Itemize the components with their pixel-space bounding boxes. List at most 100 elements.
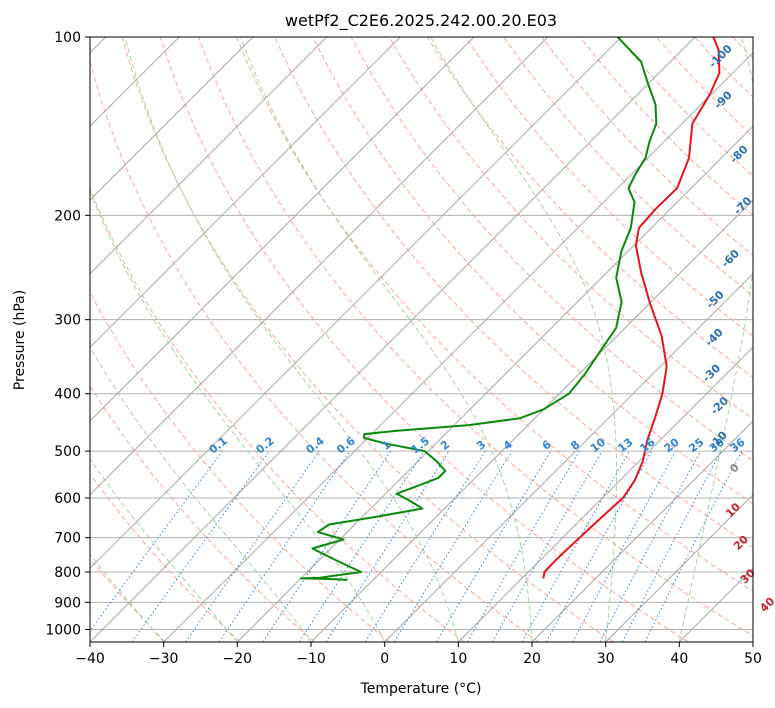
mixing-ratio-label: 10 [588, 435, 608, 455]
dry-adiabat-line [90, 186, 465, 642]
dry-adiabat-line [90, 59, 540, 642]
y-tick-label: 500 [54, 444, 81, 460]
x-tick-label: −30 [149, 651, 179, 667]
dry-adiabat-line [312, 37, 753, 505]
mixing-ratio-line [131, 450, 270, 642]
chart-title: wetPf2_C2E6.2025.242.00.20.E03 [285, 11, 557, 31]
mixing-ratio-label: 25 [686, 436, 706, 456]
x-tick-label: 20 [523, 651, 541, 667]
x-tick-label: −20 [223, 651, 253, 667]
mixing-ratio-label: 0.6 [334, 434, 358, 456]
isotherm-line [752, 641, 753, 642]
mixing-ratio-line [435, 450, 552, 642]
mixing-ratio-line [467, 450, 580, 642]
mixing-ratio-label: 0.1 [207, 434, 230, 456]
wetbulb-contour-label: -50 [704, 288, 727, 311]
y-tick-label: 300 [54, 313, 81, 329]
red-contour-label: 0 [727, 461, 742, 476]
moist-adiabat-line [90, 189, 386, 642]
isotherm-line [163, 51, 753, 642]
wetbulb-contour-label: -30 [700, 361, 723, 384]
plot-frame [89, 36, 754, 643]
x-axis-label: Temperature (°C) [360, 681, 482, 697]
dry-adiabat-line [159, 37, 689, 642]
mixing-ratio-line [393, 450, 513, 642]
dry-adiabat-line [274, 37, 753, 548]
x-tick-label: 10 [449, 651, 467, 667]
mixing-ratio-line [325, 450, 450, 642]
mixing-ratio-line [621, 450, 722, 642]
isotherm-line [90, 37, 549, 496]
moist-adiabat-line [430, 37, 617, 642]
mixing-ratio-line [185, 450, 320, 642]
wetbulb-contour-label: -100 [706, 42, 735, 71]
x-tick-label: −10 [296, 651, 326, 667]
dewpoint-profile-line [299, 37, 658, 581]
mixing-ratio-label: 8 [568, 438, 582, 453]
isotherm-line [678, 567, 753, 642]
y-tick-label: 900 [54, 595, 81, 611]
y-tick-label: 100 [54, 30, 81, 46]
background-lines [90, 37, 775, 642]
isotherm-line [310, 199, 753, 642]
dry-adiabat-line [236, 37, 753, 592]
wetbulb-contour-label: -40 [703, 326, 726, 349]
mixing-ratio-label: 13 [615, 436, 635, 456]
moist-adiabat-line [124, 37, 459, 642]
x-tick-label: 40 [670, 651, 688, 667]
isotherm-line [90, 37, 328, 275]
dry-adiabat-line [350, 37, 753, 462]
x-tick-label: 30 [597, 651, 615, 667]
red-contour-label: 40 [757, 595, 775, 615]
red-contour-label: 20 [731, 533, 751, 553]
isotherm-line [384, 272, 753, 642]
moist-adiabat-line [678, 37, 753, 642]
dry-adiabat-line [90, 384, 316, 642]
mixing-ratio-label: 0.4 [303, 434, 327, 456]
dry-adiabat-line [465, 37, 753, 337]
mixing-ratio-line [90, 450, 223, 632]
mixing-ratio-line [521, 450, 630, 642]
red-contour-label: 10 [723, 500, 743, 520]
wetbulb-contour-label: -80 [727, 142, 750, 165]
mixing-ratio-label: 36 [728, 435, 748, 455]
moist-adiabat-line [90, 345, 312, 642]
dry-adiabat-line [90, 291, 390, 642]
isotherm-line [457, 346, 753, 642]
x-tick-label: −40 [75, 651, 105, 667]
dry-adiabat-line [771, 37, 775, 642]
isotherm-line [90, 37, 622, 570]
x-tick-label: 0 [380, 651, 389, 667]
mixing-ratio-line [572, 450, 677, 642]
dry-adiabat-line [579, 37, 753, 217]
y-tick-label: 600 [54, 491, 81, 507]
isotherm-line [90, 37, 475, 422]
y-tick-label: 800 [54, 565, 81, 581]
profile-lines [299, 37, 721, 581]
y-tick-label: 700 [54, 531, 81, 547]
x-tick-label: 50 [744, 651, 762, 667]
dry-adiabat-line [90, 472, 241, 642]
mixing-ratio-line [491, 450, 603, 642]
y-axis-label: Pressure (hPa) [12, 290, 28, 390]
moist-adiabat-line [239, 37, 533, 642]
moist-adiabat-line [90, 458, 238, 642]
y-tick-label: 200 [54, 208, 81, 224]
mixing-ratio-line [218, 450, 351, 642]
mixing-ratio-label: 2 [438, 438, 452, 453]
wetbulb-contour-label: -60 [719, 247, 742, 270]
mixing-ratio-line [364, 450, 486, 642]
axes: −40 −30 −20 −10 0 10 20 30 40 5010020030040050060… [45, 30, 762, 667]
y-tick-label: 1000 [45, 622, 81, 638]
isotherm-line [531, 420, 753, 642]
dry-adiabat-line [426, 37, 753, 378]
isotherm-line [90, 37, 254, 201]
y-tick-label: 400 [54, 387, 81, 403]
isotherm-line [90, 37, 696, 642]
mixing-ratio-label: 20 [662, 435, 682, 455]
wetbulb-contour-label: -90 [712, 88, 735, 111]
dry-adiabat-line [121, 37, 614, 642]
dry-adiabat-line [503, 37, 753, 297]
mixing-ratio-label: 16 [637, 435, 657, 455]
